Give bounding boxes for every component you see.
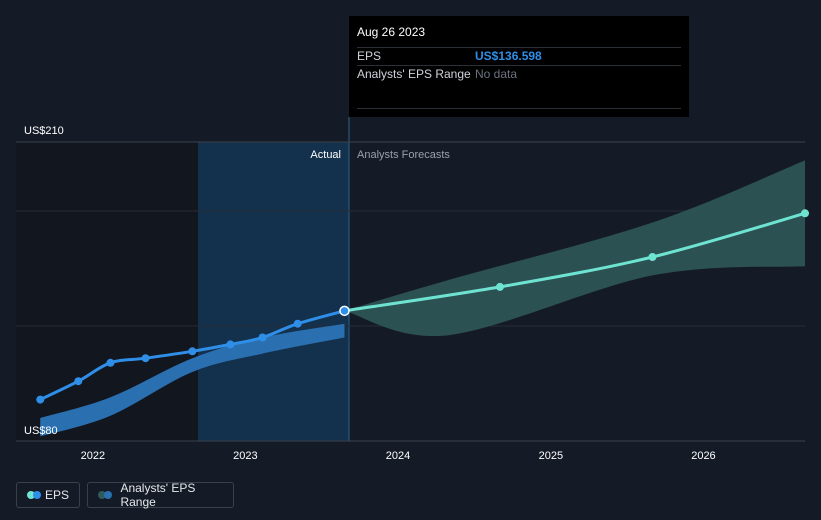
- eps-point: [188, 347, 197, 356]
- eps-point-forecast: [495, 282, 504, 291]
- legend-eps-label: EPS: [44, 488, 69, 502]
- x-tick-label: 2023: [233, 450, 257, 462]
- legend-range-button[interactable]: Analysts' EPS Range: [87, 481, 234, 509]
- tooltip-eps-label: EPS: [357, 49, 382, 63]
- eps-point-current: [339, 305, 350, 317]
- tooltip: Aug 26 2023 EPS US$136.598 Analysts' EPS…: [349, 16, 689, 117]
- forecast-label: Analysts Forecasts: [357, 149, 450, 161]
- range-band-forecast: [344, 160, 805, 337]
- range-legend-icon: [98, 491, 112, 499]
- eps-point: [74, 377, 83, 386]
- legend-eps-button[interactable]: EPS: [16, 482, 80, 508]
- x-tick-label: 2026: [691, 450, 715, 462]
- eps-points: [36, 209, 809, 404]
- eps-point: [226, 340, 235, 349]
- eps-point: [258, 333, 267, 342]
- x-tick-label: 2022: [81, 450, 105, 462]
- x-tick-label: 2025: [539, 450, 563, 462]
- eps-point: [293, 319, 302, 328]
- x-axis: 2022 2023 2024 2025 2026: [81, 450, 716, 462]
- tooltip-range-label: Analysts' EPS Range: [357, 67, 471, 81]
- past-shade: [16, 142, 198, 441]
- tooltip-range-row: Analysts' EPS Range No data: [357, 65, 681, 83]
- legend-range-label: Analysts' EPS Range: [120, 481, 196, 509]
- eps-point-forecast: [648, 253, 657, 261]
- tooltip-divider: [357, 108, 681, 109]
- actual-label: Actual: [310, 149, 341, 161]
- eps-legend-icon: [27, 491, 41, 499]
- y-tick-label: US$80: [24, 425, 58, 437]
- tooltip-eps-value: US$136.598: [475, 49, 542, 63]
- eps-line-forecast: [344, 211, 806, 313]
- tooltip-eps-row: EPS US$136.598: [357, 47, 681, 65]
- y-tick-label: US$210: [24, 125, 64, 137]
- eps-point: [106, 358, 115, 367]
- hover-highlight: [198, 142, 349, 441]
- tooltip-date: Aug 26 2023: [357, 25, 426, 39]
- eps-point-forecast: [801, 209, 809, 218]
- eps-point: [36, 395, 45, 404]
- tooltip-range-value: No data: [475, 67, 518, 81]
- x-tick-label: 2024: [386, 450, 410, 462]
- range-band-actual: [40, 323, 345, 437]
- eps-point: [141, 354, 150, 363]
